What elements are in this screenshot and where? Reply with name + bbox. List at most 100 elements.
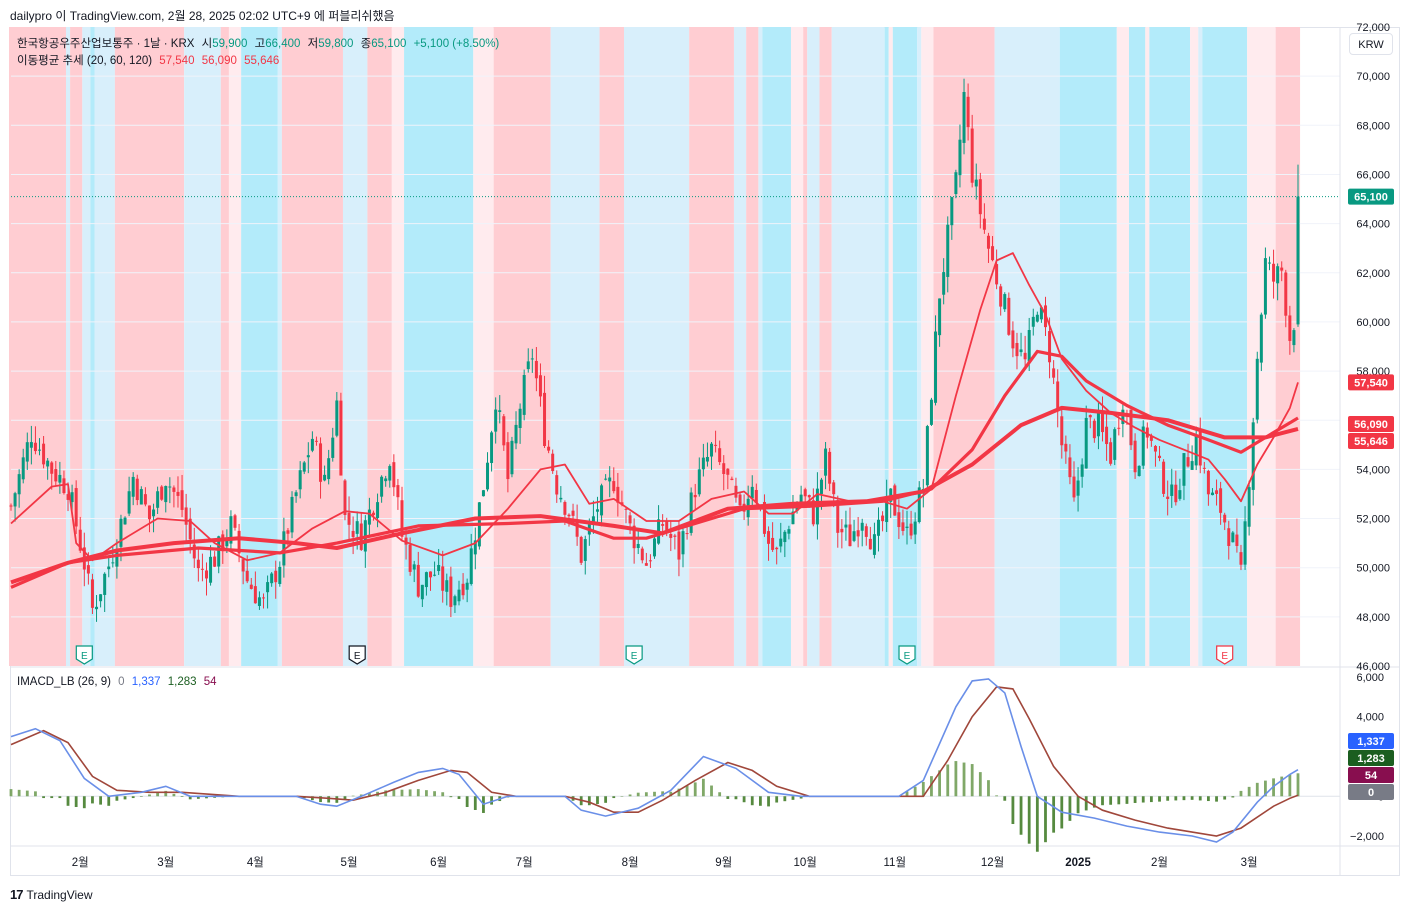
trend-band <box>241 27 278 666</box>
candle-body <box>9 505 13 507</box>
candle-body <box>412 564 416 570</box>
macd-histogram-bar <box>131 796 135 799</box>
candle-body <box>852 531 856 541</box>
candle-body <box>1076 480 1080 496</box>
macd-legend[interactable]: IMACD_LB (26, 9) 0 1,337 1,283 54 <box>17 676 221 688</box>
candle-body <box>103 573 107 595</box>
macd-histogram-bar <box>1101 796 1104 806</box>
candle-body <box>469 548 473 584</box>
price-tick-label: 64,000 <box>1356 219 1390 231</box>
macd-histogram-bar <box>1280 776 1284 797</box>
trend-band <box>342 27 368 666</box>
candle-body <box>253 586 257 604</box>
trend-band <box>831 27 885 666</box>
macd-histogram-bar <box>139 796 143 797</box>
candle-body <box>376 502 380 519</box>
candle-body <box>616 486 620 503</box>
candle-body <box>514 424 518 444</box>
candle-body <box>1251 422 1255 490</box>
candle-body <box>526 361 530 370</box>
candle-body <box>775 547 779 550</box>
candle-body <box>1096 413 1100 437</box>
footer-brand[interactable]: 17 TradingView <box>10 887 93 902</box>
currency-button[interactable]: KRW <box>1349 33 1393 55</box>
candle-body <box>681 531 685 555</box>
macd-histogram-bar <box>1198 796 1202 801</box>
ma-legend[interactable]: 이동평균 추세 (20, 60, 120) 57,540 56,090 55,6… <box>17 52 283 68</box>
candle-body <box>738 494 742 506</box>
candle-body <box>176 491 180 496</box>
macd-histogram-bar <box>9 789 13 797</box>
trend-band <box>493 27 551 666</box>
candle-body <box>135 478 139 501</box>
macd-histogram-bar <box>783 796 787 802</box>
macd-histogram-bar <box>1027 796 1031 844</box>
candle-body <box>653 538 656 557</box>
trend-band <box>391 27 405 666</box>
candle-body <box>1288 315 1292 341</box>
macd-histogram-bar <box>644 792 648 797</box>
candle-body <box>942 272 946 295</box>
candle-body <box>38 449 42 451</box>
candle-body <box>673 535 677 537</box>
symbol-legend[interactable]: 한국항공우주산업보통주 · 1날 · KRX 시59,900 고66,400 저… <box>17 35 503 51</box>
trend-band <box>888 27 893 666</box>
candle-body <box>257 597 261 606</box>
candle-body <box>677 531 681 560</box>
trend-band <box>220 27 229 666</box>
candle-body <box>1153 445 1157 452</box>
trend-band <box>921 27 934 666</box>
candle-body <box>343 480 347 516</box>
candle-body <box>901 522 905 531</box>
macd-line <box>10 678 1299 843</box>
candle-body <box>347 512 351 525</box>
candle-body <box>868 538 872 550</box>
price-tick-label: 66,000 <box>1356 169 1390 181</box>
candle-body <box>1068 457 1072 478</box>
low-label: 저 <box>307 38 319 50</box>
candle-body <box>42 443 46 465</box>
close-value: 65,100 <box>371 38 407 50</box>
low-value: 59,800 <box>318 38 354 50</box>
macd-histogram-bar <box>596 796 599 805</box>
macd-histogram-bar <box>799 796 803 799</box>
trend-band <box>114 27 185 666</box>
candle-body <box>697 469 701 495</box>
candle-body <box>730 478 734 480</box>
candle-body <box>449 576 453 607</box>
candle-body <box>693 494 697 498</box>
earnings-event-icon <box>625 645 643 665</box>
trend-band <box>762 27 791 666</box>
candle-body <box>502 416 506 446</box>
price-tick-label: 48,000 <box>1356 612 1390 624</box>
candle-body <box>160 486 164 500</box>
candle-body <box>314 440 318 442</box>
candle-body <box>1052 368 1056 378</box>
macd-value: 1,337 <box>131 676 161 688</box>
candle-body <box>591 516 595 522</box>
candle-body <box>13 493 17 507</box>
candle-body <box>608 477 612 482</box>
macd-histogram-bar <box>91 796 94 804</box>
candle-body <box>962 91 966 143</box>
macd-hist-value: 54 <box>203 676 217 688</box>
candle-body <box>445 580 449 592</box>
macd-histogram-bar <box>938 770 941 797</box>
macd-histogram-bar <box>384 790 388 797</box>
open-label: 시 <box>201 38 213 50</box>
candle-body <box>1133 440 1137 473</box>
candle-body <box>428 571 432 578</box>
macd-histogram-bar <box>319 796 322 803</box>
time-tick-label: 3월 <box>157 856 174 869</box>
candle-body <box>734 485 738 498</box>
candle-body <box>722 463 726 475</box>
candle-body <box>714 444 718 446</box>
candle-body <box>127 491 131 514</box>
candle-body <box>188 518 192 540</box>
earnings-event-icon <box>75 645 93 665</box>
candle-body <box>824 448 828 476</box>
candle-body <box>799 494 803 504</box>
macd-histogram-bar <box>1052 796 1056 833</box>
